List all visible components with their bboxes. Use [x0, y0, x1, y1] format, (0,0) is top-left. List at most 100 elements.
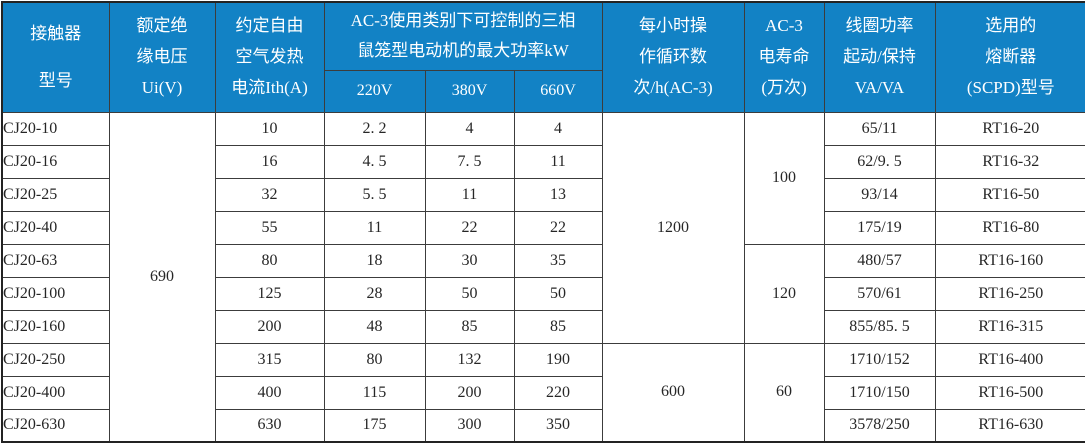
- cell-model: CJ20-160: [1, 309, 110, 344]
- cell-fuse: RT16-500: [934, 375, 1085, 410]
- cell-coil: 1710/152: [823, 342, 936, 377]
- header-thermal-current: 约定自由 空气发热 电流Ith(A): [214, 1, 325, 113]
- table-row: CJ20-25 32 5. 5 11 13 93/14 RT16-50: [1, 177, 1085, 212]
- cell-coil: 62/9. 5: [823, 144, 936, 179]
- cell-kw660: 85: [513, 309, 603, 344]
- cell-ith: 80: [214, 243, 325, 278]
- cell-kw660: 50: [513, 276, 603, 311]
- cell-kw220: 4. 5: [323, 144, 426, 179]
- cell-ith: 400: [214, 375, 325, 410]
- cell-kw380: 7. 5: [424, 144, 515, 179]
- table-row: CJ20-16 16 4. 5 7. 5 11 62/9. 5 RT16-32: [1, 144, 1085, 179]
- table-body: CJ20-10 690 10 2. 2 4 4 1200 100 65/11 R…: [1, 111, 1085, 443]
- cell-kw660: 220: [513, 375, 603, 410]
- cell-kw660: 13: [513, 177, 603, 212]
- cell-coil: 65/11: [823, 111, 936, 146]
- cell-fuse: RT16-20: [934, 111, 1085, 146]
- cell-ith: 315: [214, 342, 325, 377]
- cell-fuse: RT16-160: [934, 243, 1085, 278]
- cell-ith: 10: [214, 111, 325, 146]
- cell-kw380: 300: [424, 408, 515, 443]
- header-row-1: 接触器 型号 额定绝 缘电压 Ui(V) 约定自由 空气发热 电流Ith(A) …: [1, 1, 1085, 113]
- cell-fuse: RT16-315: [934, 309, 1085, 344]
- cell-kw380: 22: [424, 210, 515, 245]
- cell-kw660: 11: [513, 144, 603, 179]
- cell-ith: 630: [214, 408, 325, 443]
- cell-kw220: 115: [323, 375, 426, 410]
- cell-model: CJ20-400: [1, 375, 110, 410]
- cell-kw220: 11: [323, 210, 426, 245]
- cell-kw660: 22: [513, 210, 603, 245]
- cell-kw380: 30: [424, 243, 515, 278]
- cell-kw380: 4: [424, 111, 515, 146]
- header-row-2: 220V 380V 660V: [2, 69, 1085, 113]
- table-row: CJ20-400 400 115 200 220 1710/150 RT16-5…: [1, 375, 1085, 410]
- cell-model: CJ20-25: [1, 177, 110, 212]
- cell-coil: 855/85. 5: [823, 309, 936, 344]
- header-model: 接触器 型号: [1, 1, 110, 113]
- cell-kw660: 35: [513, 243, 603, 278]
- header-electrical-life: AC-3 电寿命 (万次): [743, 1, 825, 113]
- cell-kw220: 80: [323, 342, 426, 377]
- cell-model: CJ20-100: [1, 276, 110, 311]
- cell-fuse: RT16-32: [934, 144, 1085, 179]
- cell-life-100: 100: [743, 111, 825, 245]
- header-660v: 660V: [513, 69, 603, 113]
- cell-coil: 175/19: [823, 210, 936, 245]
- cell-kw220: 28: [323, 276, 426, 311]
- cell-kw220: 5. 5: [323, 177, 426, 212]
- table-row: CJ20-630 630 175 300 350 3578/250 RT16-6…: [1, 408, 1085, 443]
- table-row: CJ20-100 125 28 50 50 570/61 RT16-250: [1, 276, 1085, 311]
- cell-ith: 16: [214, 144, 325, 179]
- cell-kw660: 190: [513, 342, 603, 377]
- cell-kw220: 48: [323, 309, 426, 344]
- cell-kw380: 85: [424, 309, 515, 344]
- cell-kw380: 11: [424, 177, 515, 212]
- header-insulation-voltage: 额定绝 缘电压 Ui(V): [108, 1, 216, 113]
- cell-life-60: 60: [743, 342, 825, 443]
- cell-coil: 3578/250: [823, 408, 936, 443]
- cell-fuse: RT16-50: [934, 177, 1085, 212]
- header-coil-power: 线圈功率 起动/保持 VA/VA: [823, 1, 936, 113]
- cell-model: CJ20-16: [1, 144, 110, 179]
- cell-kw660: 350: [513, 408, 603, 443]
- cell-kw660: 4: [513, 111, 603, 146]
- cell-model: CJ20-40: [1, 210, 110, 245]
- header-380v: 380V: [424, 69, 515, 113]
- header-fuse-model: 选用的 熔断器 (SCPD)型号: [934, 1, 1085, 113]
- cell-kw380: 200: [424, 375, 515, 410]
- header-220v: 220V: [323, 69, 426, 113]
- cell-coil: 480/57: [823, 243, 936, 278]
- cell-ith: 55: [214, 210, 325, 245]
- cell-kw380: 132: [424, 342, 515, 377]
- cell-ith: 32: [214, 177, 325, 212]
- cell-model: CJ20-630: [1, 408, 110, 443]
- cell-life-120: 120: [743, 243, 825, 344]
- table-header: 接触器 型号 额定绝 缘电压 Ui(V) 约定自由 空气发热 电流Ith(A) …: [1, 1, 1085, 113]
- cell-kw380: 50: [424, 276, 515, 311]
- cell-model: CJ20-250: [1, 342, 110, 377]
- table-row: CJ20-250 315 80 132 190 600 60 1710/152 …: [1, 342, 1085, 443]
- cell-coil: 1710/150: [823, 375, 936, 410]
- cell-model: CJ20-63: [1, 243, 110, 278]
- table-row: CJ20-160 200 48 85 85 855/85. 5 RT16-315: [1, 309, 1085, 344]
- cell-fuse: RT16-400: [934, 342, 1085, 377]
- cell-coil: 570/61: [823, 276, 936, 311]
- cell-ui-merged: 690: [108, 111, 216, 443]
- table-row: CJ20-40 55 11 22 22 175/19 RT16-80: [1, 210, 1085, 245]
- cell-coil: 93/14: [823, 177, 936, 212]
- table-row: CJ20-10 690 10 2. 2 4 4 1200 100 65/11 R…: [1, 111, 1085, 443]
- cell-model: CJ20-10: [1, 111, 110, 146]
- cell-ith: 200: [214, 309, 325, 344]
- cell-ops-1200: 1200: [601, 111, 745, 344]
- cell-kw220: 18: [323, 243, 426, 278]
- cell-ith: 125: [214, 276, 325, 311]
- cell-kw220: 2. 2: [323, 111, 426, 146]
- cell-fuse: RT16-80: [934, 210, 1085, 245]
- cell-fuse: RT16-630: [934, 408, 1085, 443]
- cell-kw220: 175: [323, 408, 426, 443]
- cell-fuse: RT16-250: [934, 276, 1085, 311]
- header-operating-cycles: 每小时操 作循环数 次/h(AC-3): [601, 1, 745, 113]
